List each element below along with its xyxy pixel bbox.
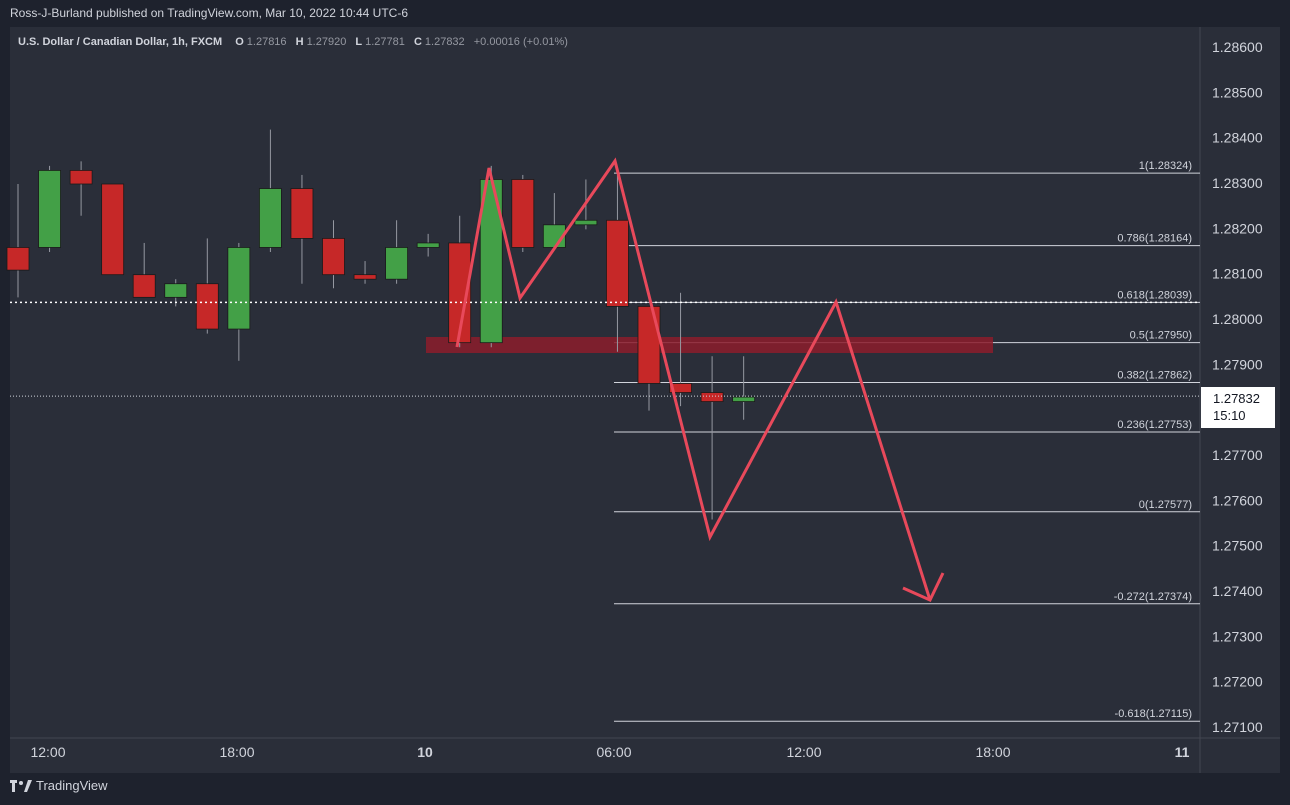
resistance-zone[interactable] xyxy=(426,337,993,353)
low-label: L xyxy=(355,36,363,48)
time-axis: 12:00 18:00 10 06:00 12:00 18:00 11 xyxy=(30,744,1189,760)
chart-pane[interactable] xyxy=(10,27,1280,773)
open-value: 1.27816 xyxy=(246,36,287,48)
candle-up[interactable] xyxy=(38,169,61,248)
fibonacci-retracement[interactable]: 1(1.28324) 0.786(1.28164) 0.618(1.28039) 0.… xyxy=(614,160,1200,722)
price-tick-label: 1.28400 xyxy=(1212,130,1263,146)
candle-down[interactable] xyxy=(448,242,472,344)
price-tick-label: 1.28600 xyxy=(1212,39,1263,55)
candle-down[interactable] xyxy=(69,169,93,185)
candle-down[interactable] xyxy=(606,219,629,307)
price-tick-label: 1.27100 xyxy=(1212,719,1263,735)
current-price-value: 1.27832 xyxy=(1213,391,1260,406)
candle-down[interactable] xyxy=(353,274,377,280)
high-label: H xyxy=(295,36,304,48)
price-tick-label: 1.28300 xyxy=(1212,175,1263,191)
candle-down[interactable] xyxy=(6,247,30,271)
high-value: 1.27920 xyxy=(306,36,347,48)
candle-up[interactable] xyxy=(164,283,188,298)
close-value: 1.27832 xyxy=(424,36,465,48)
fib-level-label: -0.618(1.27115) xyxy=(1115,708,1192,720)
price-axis: 1.28600 1.28500 1.28400 1.28300 1.28200 1.281… xyxy=(1212,39,1263,735)
candle-down[interactable] xyxy=(637,305,661,384)
price-tick-label: 1.28000 xyxy=(1212,311,1263,327)
time-tick-label: 11 xyxy=(1175,744,1190,760)
candles xyxy=(6,129,756,520)
candle-down[interactable] xyxy=(511,179,535,248)
candle-down[interactable] xyxy=(669,383,692,393)
price-tick-label: 1.27400 xyxy=(1212,583,1263,599)
candle-up[interactable] xyxy=(258,188,282,248)
price-tick-label: 1.27600 xyxy=(1212,492,1263,508)
close-label: C xyxy=(413,36,422,48)
price-tick-label: 1.27500 xyxy=(1212,538,1263,554)
change-value: +0.00016 (+0.01%) xyxy=(473,36,568,48)
symbol-title: U.S. Dollar / Canadian Dollar, 1h, FXCM xyxy=(18,36,223,48)
fib-level-label: 0(1.27577) xyxy=(1139,499,1192,511)
time-tick-label: 18:00 xyxy=(219,744,254,760)
time-tick-label: 06:00 xyxy=(596,744,631,760)
time-tick-label: 12:00 xyxy=(30,744,65,760)
candle-down[interactable] xyxy=(290,188,314,239)
open-label: O xyxy=(235,36,244,48)
price-tick-label: 1.28100 xyxy=(1212,266,1263,282)
candle-down[interactable] xyxy=(700,392,724,402)
candle-down[interactable] xyxy=(322,237,345,276)
fib-level-label: 0.786(1.28164) xyxy=(1117,233,1192,245)
price-tick-label: 1.27300 xyxy=(1212,628,1263,644)
candle-down[interactable] xyxy=(195,283,219,330)
price-tick-label: 1.28500 xyxy=(1212,84,1263,100)
pattern-drawing[interactable] xyxy=(455,157,932,601)
candle-up[interactable] xyxy=(416,242,440,248)
published-info: Ross-J-Burland published on TradingView.… xyxy=(10,6,408,20)
candle-down[interactable] xyxy=(101,183,125,276)
candle-up[interactable] xyxy=(227,247,251,330)
candle-up[interactable] xyxy=(732,396,756,403)
time-tick-label: 10 xyxy=(417,744,433,760)
time-tick-label: 18:00 xyxy=(975,744,1010,760)
tradingview-logo-icon xyxy=(10,779,32,792)
arrow-head xyxy=(902,572,945,602)
price-tick-label: 1.28200 xyxy=(1212,220,1263,236)
candle-down[interactable] xyxy=(132,274,156,298)
price-tick-label: 1.27700 xyxy=(1212,447,1263,463)
fib-level-label: 0.236(1.27753) xyxy=(1117,419,1192,431)
footer-brand[interactable]: TradingView xyxy=(10,778,108,793)
horizontal-lines xyxy=(10,301,1200,397)
fib-level-label: 0.382(1.27862) xyxy=(1117,370,1192,382)
price-tick-label: 1.27200 xyxy=(1212,674,1263,690)
current-price-label: 1.27832 15:10 xyxy=(1201,387,1275,428)
candle-up[interactable] xyxy=(574,219,598,226)
fib-level-label: 0.5(1.27950) xyxy=(1130,330,1192,342)
low-value: 1.27781 xyxy=(365,36,405,48)
fib-level-label: 0.618(1.28039) xyxy=(1117,289,1192,301)
fib-level-label: -0.272(1.27374) xyxy=(1114,591,1192,603)
candle-up[interactable] xyxy=(385,247,409,280)
price-tick-label: 1.27900 xyxy=(1212,356,1263,372)
symbol-legend: U.S. Dollar / Canadian Dollar, 1h, FXCM … xyxy=(18,36,568,48)
brand-name: TradingView xyxy=(36,778,108,793)
time-tick-label: 12:00 xyxy=(786,744,821,760)
fib-level-label: 1(1.28324) xyxy=(1139,160,1192,172)
countdown-value: 15:10 xyxy=(1213,408,1246,423)
